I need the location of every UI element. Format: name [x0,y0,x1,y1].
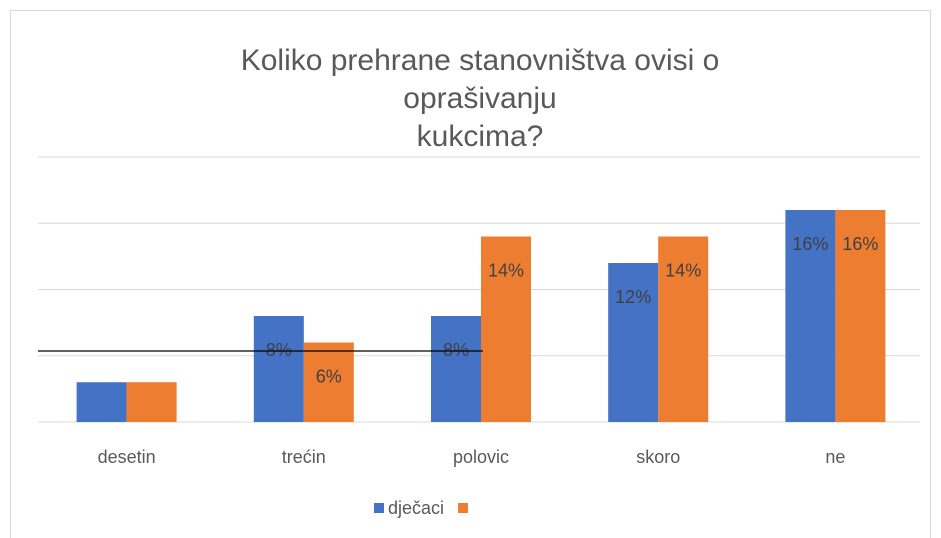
bar [481,236,531,422]
x-tick-label: ne [825,447,845,467]
bar [835,210,886,422]
legend-swatch [458,503,469,513]
bar [303,342,354,422]
data-label: 16% [792,234,828,254]
data-label: 14% [665,260,701,280]
chart-title: kukcima? [417,120,544,153]
data-label: 6% [316,366,342,386]
chart-title: Koliko prehrane stanovništva ovisi o [241,44,720,77]
chart-title: oprašivanju [403,82,556,115]
bar [431,316,481,422]
data-label: 14% [488,260,524,280]
bar [785,210,836,422]
x-tick-label: trećin [282,447,326,467]
data-label: 12% [615,287,651,307]
bar [126,382,177,422]
bar [76,382,127,422]
x-tick-label: skoro [636,447,680,467]
x-tick-label: polovic [453,447,509,467]
bar [608,263,659,422]
bar [658,236,709,422]
bar [253,316,304,422]
legend-swatch [374,503,384,513]
data-label: 8% [443,340,469,360]
chart-border [10,10,931,538]
legend-label: dječaci [388,498,444,518]
data-label: 8% [266,340,292,360]
data-label: 16% [842,234,878,254]
x-tick-label: desetin [98,447,156,467]
